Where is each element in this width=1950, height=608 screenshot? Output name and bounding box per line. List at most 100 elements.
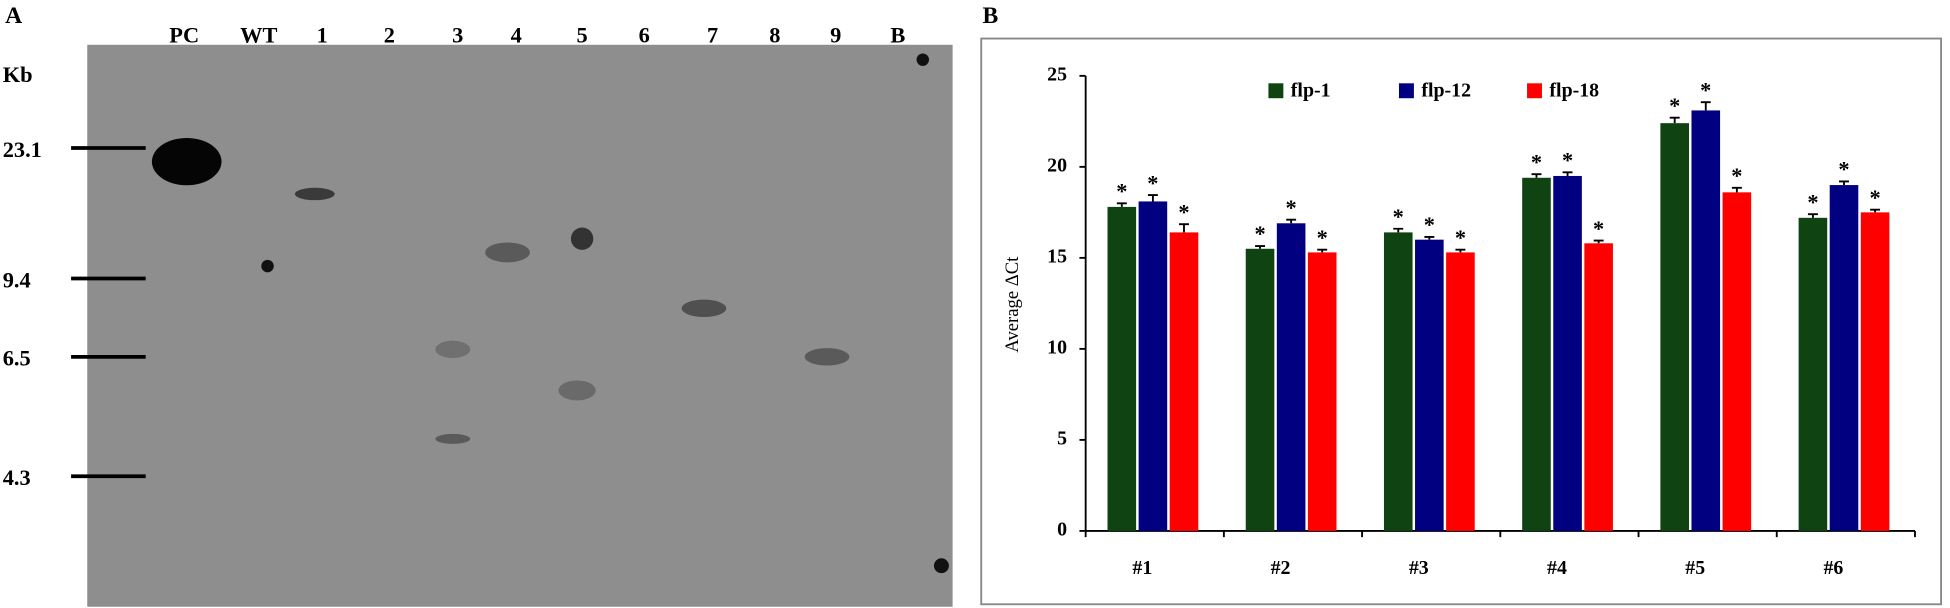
error-bar bbox=[1870, 208, 1881, 213]
error-bar bbox=[1179, 223, 1189, 233]
band bbox=[294, 187, 335, 201]
bar bbox=[1691, 110, 1721, 531]
error-bar bbox=[1839, 180, 1849, 186]
bar bbox=[1446, 252, 1475, 531]
lane-label: WT bbox=[240, 22, 277, 47]
panel-b: B Average ΔCt 0 5 10 15 20 25 #1 * * * #2 * * * #3 * * * #… bbox=[980, 3, 1943, 606]
bar bbox=[1169, 232, 1199, 531]
band bbox=[558, 380, 596, 401]
band bbox=[151, 138, 222, 186]
spot bbox=[261, 259, 274, 273]
lane-label: 7 bbox=[707, 22, 718, 47]
error-bar bbox=[1531, 173, 1542, 178]
bar bbox=[1798, 217, 1828, 531]
bar bbox=[1860, 212, 1890, 531]
error-bar bbox=[1700, 101, 1711, 111]
error-bar bbox=[1424, 236, 1435, 240]
error-bar bbox=[1807, 213, 1818, 218]
bar bbox=[1415, 239, 1444, 531]
lane-label: 6 bbox=[639, 22, 650, 47]
panel-a: A Kb PC WT 1 2 3 4 5 6 7 8 9 B 23.1 9.4 6.5 4.3 bbox=[3, 3, 953, 607]
band bbox=[435, 433, 471, 444]
band bbox=[804, 348, 850, 366]
y-tick-label: 10 bbox=[1047, 336, 1067, 358]
marker-label: 6.5 bbox=[3, 346, 31, 371]
legend-label: flp-1 bbox=[1291, 80, 1331, 102]
significance-marker: * bbox=[1562, 148, 1573, 173]
x-tick-label: #6 bbox=[1823, 557, 1843, 579]
legend-swatch bbox=[1527, 83, 1542, 99]
marker-label: 9.4 bbox=[3, 267, 31, 292]
significance-marker: * bbox=[1254, 221, 1265, 246]
significance-marker: * bbox=[1669, 93, 1680, 118]
bar bbox=[1722, 192, 1752, 531]
significance-marker: * bbox=[1317, 225, 1328, 250]
bar bbox=[1245, 248, 1275, 531]
band bbox=[435, 340, 471, 359]
error-bar bbox=[1731, 186, 1742, 193]
band bbox=[485, 242, 530, 263]
error-bar bbox=[1286, 218, 1297, 224]
legend-label: flp-18 bbox=[1549, 80, 1599, 102]
bar bbox=[1522, 177, 1551, 531]
legend-label: flp-12 bbox=[1421, 80, 1471, 102]
y-axis-label: Average ΔCt bbox=[1002, 256, 1023, 353]
significance-marker: * bbox=[1700, 77, 1711, 102]
legend-swatch bbox=[1268, 83, 1284, 99]
panel-label: B bbox=[982, 3, 998, 29]
significance-marker: * bbox=[1286, 195, 1297, 220]
error-bar bbox=[1147, 194, 1158, 202]
y-tick-label: 15 bbox=[1047, 245, 1067, 267]
unit-label: Kb bbox=[3, 62, 33, 87]
bar bbox=[1383, 232, 1413, 531]
bar bbox=[1307, 252, 1337, 531]
panel-label: A bbox=[5, 3, 22, 29]
x-tick-label: #4 bbox=[1547, 557, 1567, 579]
error-bar bbox=[1393, 227, 1404, 233]
significance-marker: * bbox=[1424, 212, 1435, 237]
significance-marker: * bbox=[1178, 199, 1189, 224]
significance-marker: * bbox=[1838, 157, 1849, 182]
x-tick-label: #2 bbox=[1271, 557, 1291, 579]
band bbox=[681, 299, 727, 318]
error-bar bbox=[1255, 245, 1266, 249]
legend-swatch bbox=[1398, 83, 1414, 99]
lane-label: B bbox=[890, 22, 905, 47]
blot bbox=[87, 44, 953, 607]
lane-label: 9 bbox=[830, 22, 841, 47]
x-tick-label: #3 bbox=[1409, 557, 1429, 579]
significance-marker: * bbox=[1807, 189, 1818, 214]
significance-marker: * bbox=[1593, 216, 1604, 241]
y-tick-label: 0 bbox=[1057, 518, 1067, 540]
lane-label: 3 bbox=[452, 22, 463, 47]
bar bbox=[1829, 185, 1859, 531]
y-tick-label: 20 bbox=[1047, 154, 1067, 176]
significance-marker: * bbox=[1147, 170, 1158, 195]
y-tick-label: 5 bbox=[1057, 427, 1067, 449]
error-bar bbox=[1317, 248, 1328, 253]
lane-label: PC bbox=[169, 22, 199, 47]
bar bbox=[1107, 206, 1137, 531]
bar bbox=[1553, 175, 1582, 531]
x-tick-label: #1 bbox=[1132, 557, 1152, 579]
marker-label: 23.1 bbox=[3, 137, 42, 162]
x-tick-label: #5 bbox=[1685, 557, 1705, 579]
lane-label: 4 bbox=[511, 22, 522, 47]
spot bbox=[933, 558, 949, 574]
bar bbox=[1660, 123, 1689, 531]
significance-marker: * bbox=[1116, 178, 1127, 203]
bar bbox=[1138, 201, 1168, 531]
error-bar bbox=[1669, 116, 1680, 124]
lane-label: 2 bbox=[384, 22, 395, 47]
significance-marker: * bbox=[1731, 163, 1742, 188]
error-bar bbox=[1593, 239, 1604, 244]
bar bbox=[1584, 243, 1613, 531]
error-bar bbox=[1562, 171, 1573, 176]
significance-marker: * bbox=[1455, 225, 1466, 250]
bar bbox=[1276, 223, 1306, 531]
error-bar bbox=[1455, 248, 1466, 253]
significance-marker: * bbox=[1393, 204, 1404, 229]
marker-label: 4.3 bbox=[3, 465, 31, 490]
lane-label: 8 bbox=[769, 22, 780, 47]
